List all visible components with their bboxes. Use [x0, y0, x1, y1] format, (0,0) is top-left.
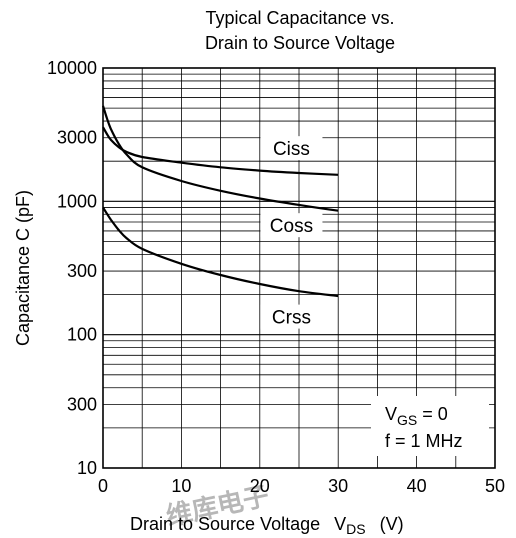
- annotation-box: [371, 396, 489, 456]
- vgs-annotation: VGS = 0: [385, 404, 448, 428]
- freq-annotation: f = 1 MHz: [385, 431, 463, 451]
- series-lines: [101, 105, 339, 298]
- chart-title-line2: Drain to Source Voltage: [205, 33, 395, 53]
- y-tick-labels: 10000 3000 1000 300 100 300 10: [47, 58, 97, 478]
- y-tick-label: 300: [67, 394, 97, 414]
- y-tick-label: 3000: [57, 128, 97, 148]
- x-tick-label: 10: [171, 476, 191, 496]
- series-label-bg: [260, 213, 323, 238]
- y-tick-label: 10000: [47, 58, 97, 78]
- x-tick-label: 0: [98, 476, 108, 496]
- series-label-crss: Crss: [272, 308, 311, 329]
- y-tick-label: 300: [67, 261, 97, 281]
- series-label-ciss: Ciss: [273, 139, 310, 160]
- x-tick-label: 30: [328, 476, 348, 496]
- series-label-bg: [260, 136, 323, 161]
- series-label-coss: Coss: [270, 216, 313, 237]
- series-labels: Ciss Coss Crss: [260, 136, 323, 329]
- series-line-crss: [102, 206, 339, 298]
- series-label-bg: [260, 304, 323, 329]
- x-tick-labels: 0 10 20 30 40 50: [98, 476, 505, 496]
- y-tick-label: 10: [77, 458, 97, 478]
- x-axis-label: Drain to Source Voltage VDS (V): [130, 514, 404, 537]
- y-tick-label: 100: [67, 325, 97, 345]
- x-tick-label: 20: [250, 476, 270, 496]
- y-tick-label: 1000: [57, 191, 97, 211]
- x-tick-label: 50: [485, 476, 505, 496]
- plot-frame: [102, 67, 496, 469]
- y-axis-label: Capacitance C (pF): [13, 190, 33, 346]
- series-line-ciss: [102, 126, 339, 176]
- x-tick-label: 40: [407, 476, 427, 496]
- series-line-coss: [101, 105, 339, 212]
- chart-title-line1: Typical Capacitance vs.: [205, 8, 394, 28]
